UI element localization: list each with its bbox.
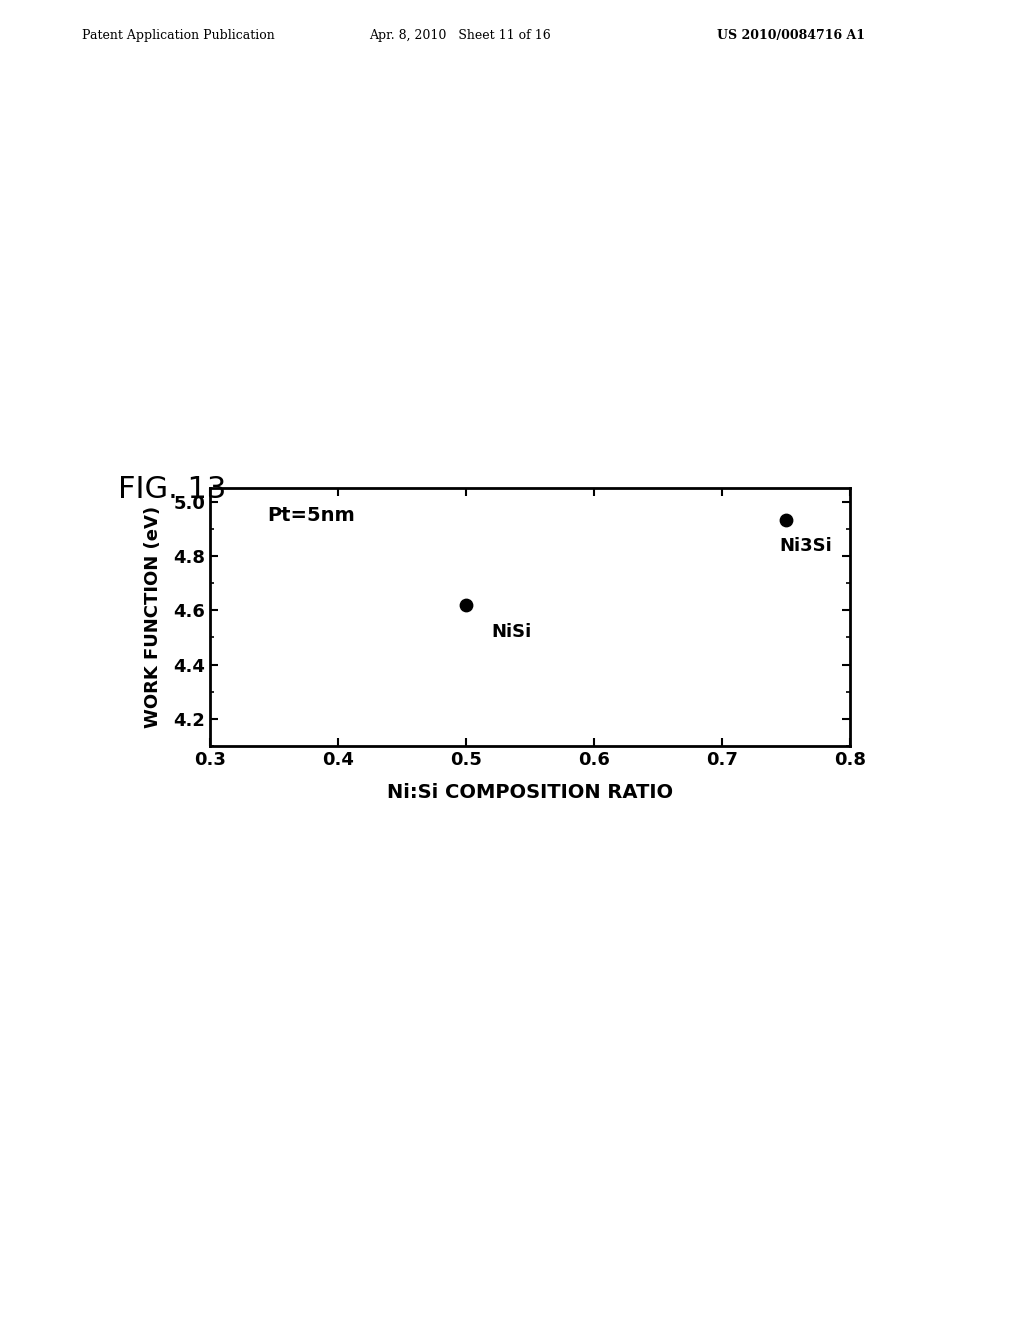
Text: FIG. 13: FIG. 13: [118, 475, 226, 504]
Point: [458, 594, 474, 615]
Text: Ni3Si: Ni3Si: [779, 537, 833, 556]
Text: Pt=5nm: Pt=5nm: [267, 506, 355, 525]
Text: Apr. 8, 2010   Sheet 11 of 16: Apr. 8, 2010 Sheet 11 of 16: [369, 29, 550, 42]
Text: Patent Application Publication: Patent Application Publication: [82, 29, 274, 42]
Text: NiSi: NiSi: [492, 623, 531, 640]
Point: [778, 510, 795, 531]
Y-axis label: WORK FUNCTION (eV): WORK FUNCTION (eV): [144, 506, 162, 729]
Text: US 2010/0084716 A1: US 2010/0084716 A1: [717, 29, 865, 42]
X-axis label: Ni:Si COMPOSITION RATIO: Ni:Si COMPOSITION RATIO: [387, 783, 673, 801]
